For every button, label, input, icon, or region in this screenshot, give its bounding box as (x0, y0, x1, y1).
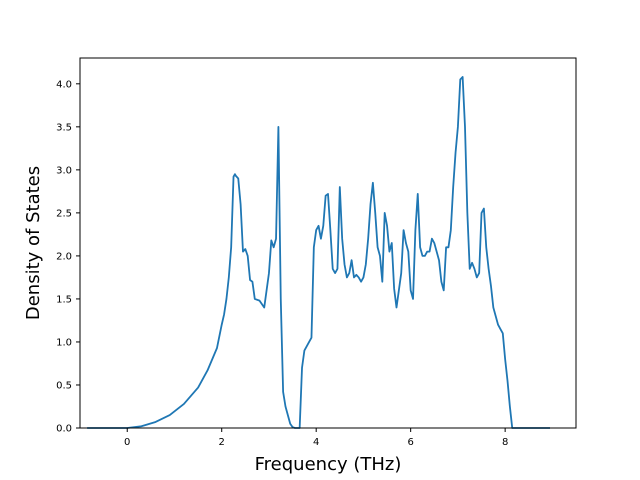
y-tick-label: 3.0 (56, 165, 72, 176)
y-tick-label: 3.5 (56, 122, 72, 133)
dos-series-line (87, 76, 551, 429)
y-tick-label: 0.0 (56, 424, 72, 435)
y-tick-label: 1.0 (56, 337, 72, 348)
x-tick-label: 2 (219, 437, 225, 448)
x-tick-label: 4 (313, 437, 319, 448)
y-tick-label: 0.5 (56, 380, 72, 391)
plot-background (80, 58, 576, 428)
series-layer (87, 76, 551, 429)
y-axis-title: Density of States (23, 166, 44, 320)
y-tick-label: 1.5 (56, 294, 72, 305)
x-tick-label: 6 (407, 437, 413, 448)
y-tick-label: 2.5 (56, 208, 72, 219)
y-tick-label: 2.0 (56, 251, 72, 262)
x-ticks: 0 2 4 6 8 (124, 428, 508, 448)
plot-frame (79, 57, 577, 429)
x-tick-label: 8 (502, 437, 508, 448)
y-tick-label: 4.0 (56, 79, 72, 90)
x-axis-title: Frequency (THz) (255, 454, 402, 475)
x-tick-label: 0 (124, 437, 130, 448)
y-ticks: 0.0 0.5 1.0 1.5 2.0 2.5 3.0 3.5 4.0 (56, 79, 80, 435)
